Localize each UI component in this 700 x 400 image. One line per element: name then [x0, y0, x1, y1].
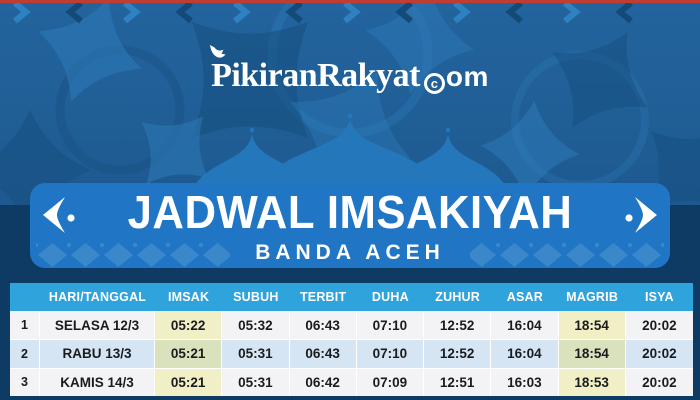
time-cell-isya: 20:02	[625, 311, 693, 340]
time-cell-asar: 16:03	[491, 367, 559, 396]
poster-title: JADWAL IMSAKIYAH	[127, 186, 573, 238]
row-number-cell: 3	[10, 367, 40, 396]
time-cell-magrib: 18:53	[558, 367, 626, 396]
col-header-empty	[10, 283, 40, 311]
time-cell-subuh: 05:31	[222, 367, 290, 396]
col-header-asar: ASAR	[491, 283, 559, 311]
col-header-subuh: SUBUH	[222, 283, 290, 311]
time-cell-zuhur: 12:52	[424, 311, 492, 340]
brand-domain: om	[445, 61, 489, 92]
circled-c-icon: c	[423, 73, 445, 94]
bird-icon	[210, 45, 226, 58]
time-cell-duha: 07:09	[356, 367, 424, 396]
time-cell-duha: 07:10	[356, 311, 424, 340]
brand-name: PikiranRakyat	[211, 57, 420, 94]
day-cell: RABU 13/3	[40, 339, 155, 368]
col-header-imsak: IMSAK	[155, 283, 223, 311]
arrow-flourish-right-icon	[625, 197, 657, 233]
col-header-hari-tanggal: HARI/TANGGAL	[40, 283, 155, 311]
time-cell-magrib: 18:54	[558, 339, 626, 368]
col-header-magrib: MAGRIB	[558, 283, 626, 311]
time-cell-asar: 16:04	[491, 339, 559, 368]
title-banner: JADWAL IMSAKIYAH BANDA ACEH	[30, 183, 670, 268]
time-cell-zuhur: 12:52	[424, 339, 492, 368]
lattice-center-cover	[230, 242, 470, 268]
col-header-isya: ISYA	[625, 283, 693, 311]
day-cell: SELASA 12/3	[40, 311, 155, 340]
time-cell-terbit: 06:43	[289, 339, 357, 368]
poster-subtitle: BANDA ACEH	[255, 241, 445, 264]
col-header-zuhur: ZUHUR	[424, 283, 492, 311]
time-cell-isya: 20:02	[625, 367, 693, 396]
row-number-cell: 2	[10, 339, 40, 368]
time-cell-isya: 20:02	[625, 339, 693, 368]
col-header-duha: DUHA	[356, 283, 424, 311]
time-cell-zuhur: 12:51	[424, 367, 492, 396]
time-cell-imsak: 05:21	[155, 367, 223, 396]
time-cell-magrib: 18:54	[558, 311, 626, 340]
time-cell-subuh: 05:31	[222, 339, 290, 368]
time-cell-terbit: 06:42	[289, 367, 357, 396]
brand-logo: PikiranRakyat c om	[0, 45, 700, 94]
time-cell-asar: 16:04	[491, 311, 559, 340]
mosque-domes	[192, 113, 508, 190]
time-cell-duha: 07:10	[356, 339, 424, 368]
day-cell: KAMIS 14/3	[40, 367, 155, 396]
schedule-table: HARI/TANGGAL IMSAK SUBUH TERBIT DUHA ZUH…	[10, 283, 693, 396]
time-cell-terbit: 06:43	[289, 311, 357, 340]
col-header-terbit: TERBIT	[289, 283, 357, 311]
time-cell-imsak: 05:22	[155, 311, 223, 340]
top-red-stripe	[0, 0, 700, 3]
time-cell-imsak: 05:21	[155, 339, 223, 368]
time-cell-subuh: 05:32	[222, 311, 290, 340]
row-number-cell: 1	[10, 311, 40, 340]
arrow-flourish-left-icon	[43, 197, 75, 233]
